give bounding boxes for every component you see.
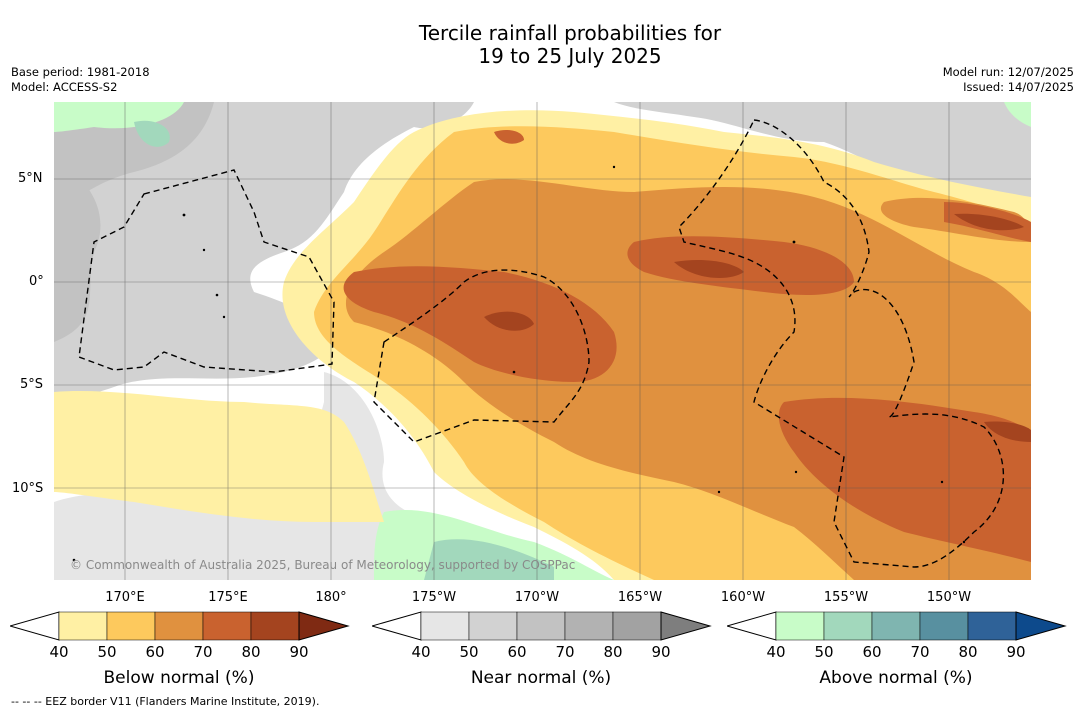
above-normal-region-s-dark <box>424 539 554 580</box>
map-canvas <box>54 102 1031 580</box>
above-tick-70: 70 <box>910 643 930 661</box>
issued-date: Issued: 14/07/2025 <box>963 79 1074 94</box>
islands <box>72 165 966 562</box>
model-run: Model run: 12/07/2025 <box>942 65 1074 79</box>
colorbar-near-swatch-6 <box>660 611 712 641</box>
map-title: Tercile rainfall probabilities for 19 to… <box>0 22 1085 68</box>
colorbar-above-swatch-4 <box>919 611 969 641</box>
above-normal-region-nw-dark <box>134 120 170 147</box>
above-normal-region-nw <box>54 102 184 132</box>
colorbar-below-normal <box>10 611 350 641</box>
above-tick-60: 60 <box>862 643 882 661</box>
colorbar-near-swatch-1 <box>420 611 470 641</box>
below-tick-80: 80 <box>241 643 261 661</box>
lon-label-180: 180° <box>315 590 347 605</box>
title-line-2: 19 to 25 July 2025 <box>478 44 662 68</box>
near-tick-90: 90 <box>651 643 671 661</box>
below-normal-region-80-90-d <box>954 213 1024 231</box>
above-tick-40: 40 <box>766 643 786 661</box>
below-normal-region-80-90-b <box>674 260 744 278</box>
colorbar-above-swatch-3 <box>871 611 921 641</box>
colorbar-near-normal <box>372 611 712 641</box>
near-tick-60: 60 <box>507 643 527 661</box>
below-tick-90: 90 <box>289 643 309 661</box>
near-tick-80: 80 <box>603 643 623 661</box>
colorbar-below-swatch-0 <box>10 611 60 641</box>
lon-label-150w: 150°W <box>926 590 972 605</box>
copyright-notice: © Commonwealth of Australia 2025, Bureau… <box>70 558 576 572</box>
colorbar-below-swatch-3 <box>154 611 204 641</box>
colorbar-below-swatch-1 <box>58 611 108 641</box>
below-normal-region-80-90-a <box>484 311 534 331</box>
lat-label-5n: 5°N <box>18 171 43 186</box>
lon-label-175w: 175°W <box>411 590 457 605</box>
eez-borders <box>78 119 1005 568</box>
above-normal-region-ne <box>1004 102 1031 127</box>
below-normal-region-80-90-c <box>984 421 1031 442</box>
below-normal-region-70-80-west <box>343 266 617 382</box>
near-tick-40: 40 <box>411 643 431 661</box>
probability-map[interactable] <box>54 102 1031 580</box>
colorbar-near-swatch-2 <box>468 611 518 641</box>
base-period: Base period: 1981-2018 <box>11 65 150 79</box>
below-normal-region-70-80-north <box>494 129 524 144</box>
below-normal-region-sw <box>54 390 384 522</box>
colorbar-near-swatch-0 <box>372 611 422 641</box>
colorbar-below-swatch-4 <box>202 611 252 641</box>
below-tick-70: 70 <box>193 643 213 661</box>
colorbar-below-swatch-2 <box>106 611 156 641</box>
lon-label-160w: 160°W <box>720 590 766 605</box>
colorbar-above-swatch-2 <box>823 611 873 641</box>
lon-label-155w: 155°W <box>823 590 869 605</box>
map-gridlines <box>54 102 1031 580</box>
colorbar-above-normal <box>727 611 1067 641</box>
colorbar-above-swatch-0 <box>727 611 777 641</box>
lon-label-175e: 175°E <box>208 590 248 605</box>
colorbar-near-swatch-5 <box>612 611 662 641</box>
lon-label-170e: 170°E <box>105 590 145 605</box>
lat-label-0: 0° <box>29 274 44 289</box>
below-normal-region-70-80-central <box>627 236 854 295</box>
near-tick-50: 50 <box>459 643 479 661</box>
colorbar-title-near: Near normal (%) <box>470 668 612 688</box>
eez-footnote: -- -- -- EEZ border V11 (Flanders Marine… <box>11 695 320 708</box>
lat-label-5s: 5°S <box>20 377 44 392</box>
below-tick-60: 60 <box>145 643 165 661</box>
above-tick-90: 90 <box>1006 643 1026 661</box>
colorbar-title-below: Below normal (%) <box>103 668 255 688</box>
below-tick-40: 40 <box>49 643 69 661</box>
near-normal-region-ne <box>614 102 1031 212</box>
near-tick-70: 70 <box>555 643 575 661</box>
meta-right: Model run: 12/07/2025 Issued: 14/07/2025 <box>943 65 1074 94</box>
lat-label-10s: 10°S <box>12 481 44 496</box>
colorbar-below-swatch-5 <box>250 611 300 641</box>
colorbar-above-swatch-6 <box>1015 611 1067 641</box>
near-normal-region-nw <box>54 102 474 407</box>
colorbar-title-above: Above normal (%) <box>819 668 973 688</box>
lon-label-165w: 165°W <box>617 590 663 605</box>
below-normal-region-70-80-se <box>778 397 1031 562</box>
lon-label-170w: 170°W <box>514 590 560 605</box>
near-normal-region-nw-dark <box>54 102 214 212</box>
meta-left: Base period: 1981-2018 Model: ACCESS-S2 <box>11 65 150 94</box>
near-normal-region-w <box>54 162 101 342</box>
above-tick-80: 80 <box>958 643 978 661</box>
colorbar-below-swatch-6 <box>298 611 350 641</box>
title-line-1: Tercile rainfall probabilities for <box>418 21 722 45</box>
colorbar-above-swatch-5 <box>967 611 1017 641</box>
colorbar-near-swatch-3 <box>516 611 566 641</box>
colorbar-near-swatch-4 <box>564 611 614 641</box>
below-tick-50: 50 <box>97 643 117 661</box>
above-tick-50: 50 <box>814 643 834 661</box>
colorbar-above-swatch-1 <box>775 611 825 641</box>
model-name: Model: ACCESS-S2 <box>11 79 118 94</box>
